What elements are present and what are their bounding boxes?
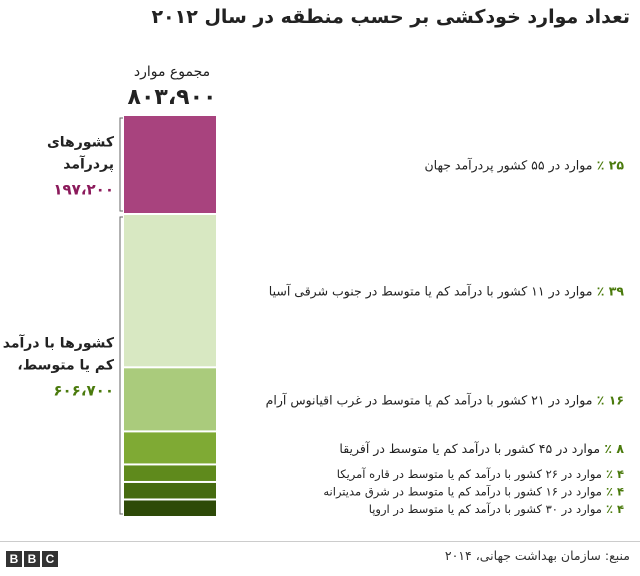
- segment-description: موارد در ۴۵ کشور با درآمد کم یا متوسط در…: [339, 441, 600, 457]
- group-bracket: [119, 117, 123, 212]
- segment-description: موارد در ۲۶ کشور با درآمد کم یا متوسط در…: [337, 467, 602, 482]
- bar-segment: [124, 465, 216, 481]
- logo-letter: C: [42, 551, 58, 567]
- segment-description: موارد در ۱۱ کشور با درآمد کم یا متوسط در…: [269, 284, 593, 300]
- segment-label: ۴ ٪ موارد در ۲۶ کشور با درآمد کم یا متوس…: [337, 467, 624, 482]
- bar-segment: [124, 116, 216, 213]
- bar-segment: [124, 482, 216, 499]
- chart-title: تعداد موارد خودکشی بر حسب منطقه در سال ۲…: [151, 6, 630, 28]
- group-bracket: [119, 216, 123, 515]
- segment-percent: ۸ ٪: [600, 441, 624, 456]
- group-label: کم یا متوسط،: [17, 358, 114, 374]
- segment-description: موارد در ۱۶ کشور با درآمد کم یا متوسط در…: [323, 485, 602, 500]
- group-label: کشورها با درآمد: [3, 334, 115, 352]
- bar-segment: [124, 368, 216, 431]
- segment-label: ۱۶ ٪ موارد در ۲۱ کشور با درآمد کم یا متو…: [266, 392, 624, 408]
- footer-divider: [0, 541, 640, 542]
- segment-percent: ۲۵ ٪: [592, 158, 624, 173]
- segment-description: موارد در ۵۵ کشور پردرآمد جهان: [424, 158, 592, 174]
- segment-label: ۳۹ ٪ موارد در ۱۱ کشور با درآمد کم یا متو…: [269, 284, 625, 300]
- segment-percent: ۱۶ ٪: [592, 392, 624, 407]
- logo-letter: B: [24, 551, 40, 567]
- segment-label: ۴ ٪ موارد در ۳۰ کشور با درآمد کم یا متوس…: [369, 502, 624, 517]
- group-label: پردرآمد: [63, 155, 114, 173]
- segment-percent: ۳۹ ٪: [592, 284, 624, 299]
- total-label: مجموع موارد: [134, 64, 210, 80]
- group-value: ۱۹۷،۲۰۰: [53, 181, 114, 199]
- stacked-bar-chart: مجموع موارد ۸۰۳،۹۰۰ ۲۵ ٪ موارد در ۵۵ کشو…: [3, 64, 625, 517]
- bbc-logo: B B C: [6, 551, 58, 567]
- segment-description: موارد در ۲۱ کشور با درآمد کم یا متوسط در…: [266, 392, 593, 408]
- bar-segment: [124, 432, 216, 464]
- group-value: ۶۰۶،۷۰۰: [53, 382, 114, 400]
- bar-segment: [124, 500, 216, 516]
- segment-percent: ۴ ٪: [602, 502, 624, 516]
- segment-percent: ۴ ٪: [602, 485, 624, 499]
- group-label: کشورهای: [47, 135, 115, 151]
- segment-percent: ۴ ٪: [602, 467, 624, 481]
- bar-segment: [124, 215, 216, 367]
- segment-description: موارد در ۳۰ کشور با درآمد کم یا متوسط در…: [369, 502, 602, 517]
- segment-label: ۴ ٪ موارد در ۱۶ کشور با درآمد کم یا متوس…: [323, 485, 624, 500]
- source-note: منبع: سازمان بهداشت جهانی، ۲۰۱۴: [444, 548, 630, 563]
- logo-letter: B: [6, 551, 22, 567]
- segment-label: ۲۵ ٪ موارد در ۵۵ کشور پردرآمد جهان: [424, 158, 624, 174]
- segment-label: ۸ ٪ موارد در ۴۵ کشور با درآمد کم یا متوس…: [339, 441, 624, 457]
- total-value: ۸۰۳،۹۰۰: [128, 85, 217, 110]
